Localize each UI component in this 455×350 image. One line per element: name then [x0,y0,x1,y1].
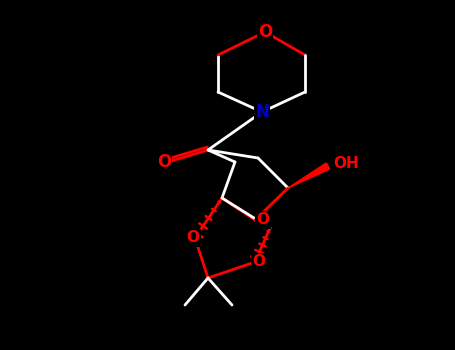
Text: O: O [157,153,171,171]
Polygon shape [288,163,330,188]
Text: O: O [187,231,199,245]
Text: O: O [257,212,269,228]
Text: O: O [258,23,272,41]
Text: N: N [255,103,269,121]
Text: OH: OH [333,155,359,170]
Text: O: O [253,254,266,270]
